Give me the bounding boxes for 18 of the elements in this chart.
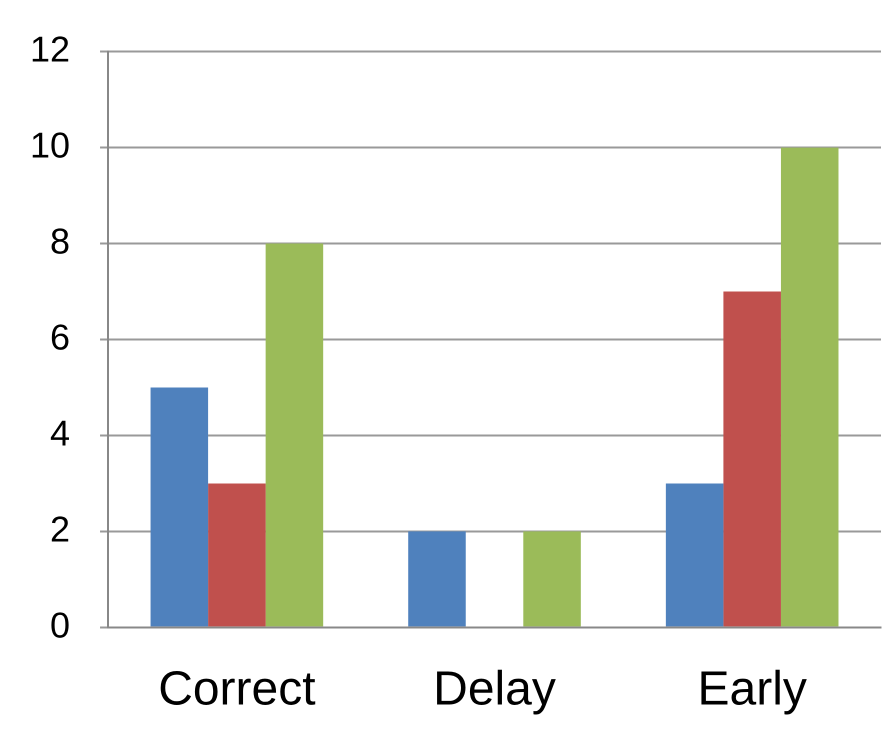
bar <box>266 244 324 626</box>
bar <box>523 531 581 626</box>
y-tick-label: 0 <box>50 604 70 646</box>
x-tick-label: Delay <box>433 662 556 716</box>
y-tick-label: 8 <box>50 220 70 262</box>
bar <box>150 387 208 626</box>
x-tick-label: Correct <box>158 662 316 716</box>
bar <box>723 292 781 626</box>
y-tick-label: 4 <box>50 412 70 454</box>
y-tick-label: 2 <box>50 508 70 550</box>
y-tick-label: 10 <box>30 124 70 166</box>
bar <box>208 483 266 626</box>
bar <box>780 148 838 626</box>
y-tick-label: 12 <box>30 28 70 70</box>
bar <box>408 531 466 626</box>
x-tick-label: Early <box>697 662 807 716</box>
bar <box>666 483 724 626</box>
y-tick-label: 6 <box>50 316 70 358</box>
